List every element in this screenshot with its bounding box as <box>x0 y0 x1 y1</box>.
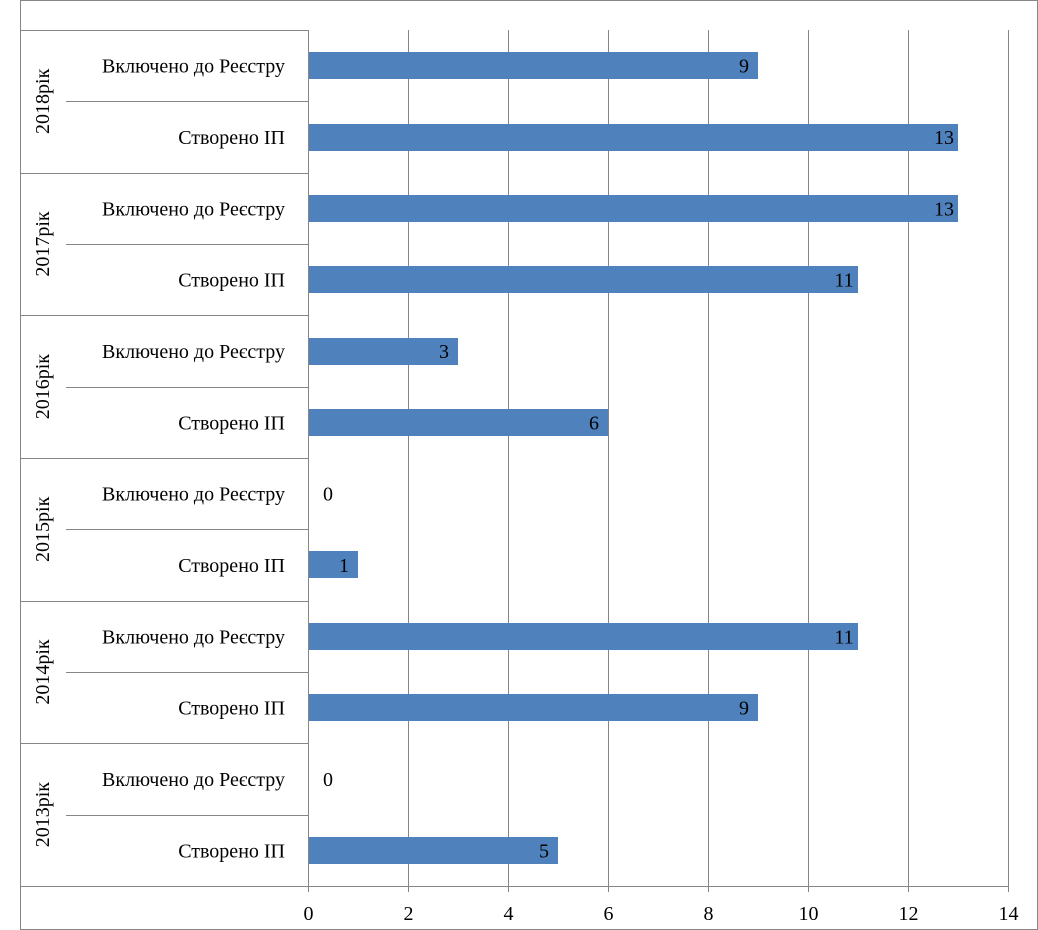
group-label-2015рік: 2015рік <box>32 496 54 562</box>
category-label-2015рік-created: Створено ІП <box>178 555 285 577</box>
data-label-2017рік-created: 11 <box>834 270 853 292</box>
category-label-2016рік-registry: Включено до Реєстру <box>102 341 285 363</box>
data-label-2017рік-registry: 13 <box>934 198 954 220</box>
group-label-2016рік: 2016рік <box>32 354 54 420</box>
bar-2014рік-registry <box>309 623 858 650</box>
group-label-2014рік: 2014рік <box>32 639 54 705</box>
category-label-2018рік-registry: Включено до Реєстру <box>102 56 285 78</box>
category-label-2018рік-created: Створено ІП <box>178 127 285 149</box>
data-label-2014рік-registry: 11 <box>834 626 853 648</box>
bar-2013рік-created <box>309 837 558 864</box>
category-label-2014рік-registry: Включено до Реєстру <box>102 626 285 648</box>
x-tick-label-0: 0 <box>304 903 314 925</box>
x-tick-label-14: 14 <box>999 903 1019 925</box>
data-label-2016рік-created: 6 <box>589 412 599 434</box>
x-tick-label-10: 10 <box>799 903 819 925</box>
category-labels: Включено до Реєстру Створено ІП Включено д… <box>32 56 285 863</box>
bar-2018рік-registry <box>309 52 758 79</box>
data-label-2018рік-created: 13 <box>934 127 954 149</box>
data-label-2015рік-created: 1 <box>339 555 349 577</box>
axes: 0 2 4 6 8 10 12 14 <box>20 30 1019 925</box>
data-label-2015рік-registry: 0 <box>323 484 333 506</box>
x-tick-label-12: 12 <box>899 903 919 925</box>
category-label-2017рік-created: Створено ІП <box>178 270 285 292</box>
bar-2017рік-created <box>309 266 858 293</box>
category-label-2016рік-created: Створено ІП <box>178 412 285 434</box>
group-label-2017рік: 2017рік <box>32 211 54 277</box>
bar-2016рік-created <box>309 409 608 436</box>
bar-2015рік-created <box>309 551 358 578</box>
category-label-2017рік-registry: Включено до Реєстру <box>102 198 285 220</box>
category-label-2015рік-registry: Включено до Реєстру <box>102 484 285 506</box>
chart-border <box>20 0 1038 930</box>
bar-2014рік-created <box>309 694 758 721</box>
grid-lines <box>408 30 1009 886</box>
x-tick-label-8: 8 <box>704 903 714 925</box>
data-label-2013рік-registry: 0 <box>323 769 333 791</box>
x-tick-label-2: 2 <box>404 903 414 925</box>
data-label-2014рік-created: 9 <box>739 698 749 720</box>
data-label-2016рік-registry: 3 <box>439 341 449 363</box>
category-label-2013рік-registry: Включено до Реєстру <box>102 769 285 791</box>
group-label-2018рік: 2018рік <box>32 68 54 134</box>
data-label-2013рік-created: 5 <box>539 840 549 862</box>
data-label-2018рік-registry: 9 <box>739 56 749 78</box>
x-tick-label-4: 4 <box>504 903 514 925</box>
bar-2016рік-registry <box>309 338 458 365</box>
bar-2018рік-created <box>309 124 958 151</box>
bar-2017рік-registry <box>309 195 958 222</box>
group-label-2013рік: 2013рік <box>32 782 54 848</box>
category-label-2014рік-created: Створено ІП <box>178 698 285 720</box>
category-label-2013рік-created: Створено ІП <box>178 840 285 862</box>
x-tick-label-6: 6 <box>604 903 614 925</box>
